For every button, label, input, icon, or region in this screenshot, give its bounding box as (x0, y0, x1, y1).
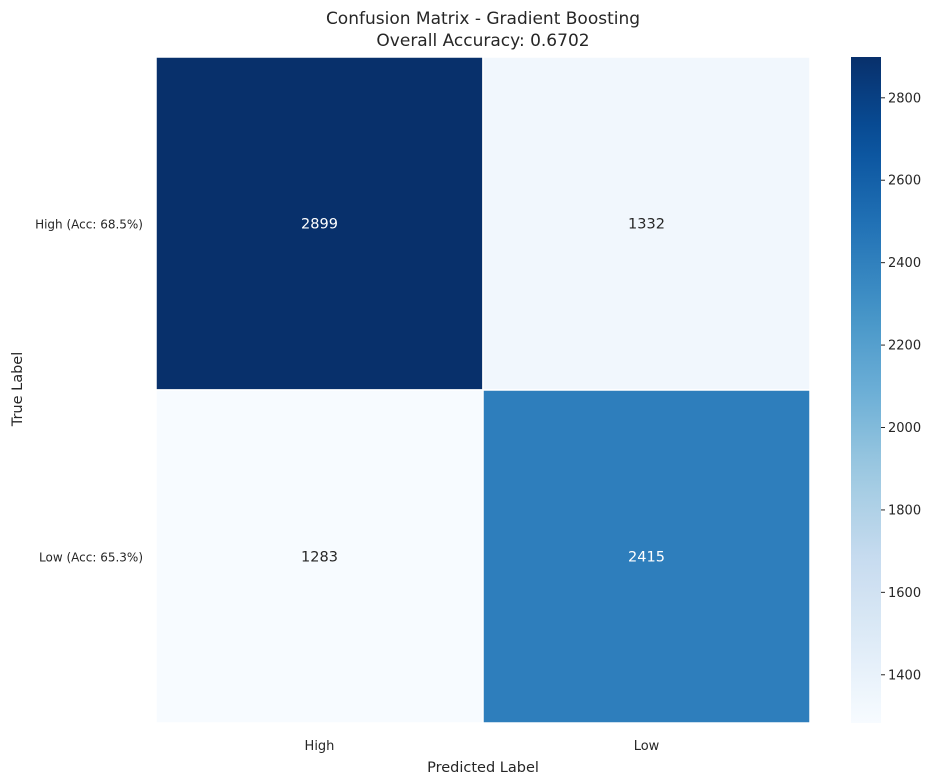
cell-value-r0-c0: 2899 (301, 217, 338, 233)
heatmap-cell-r0-c1 (482, 56, 811, 391)
x-tick-label-1: Low (634, 739, 660, 754)
colorbar-tick-label-5: 2400 (888, 256, 921, 271)
colorbar (851, 57, 881, 723)
cell-value-r1-c0: 1283 (301, 550, 338, 566)
x-tick-labels: High Low (305, 739, 660, 754)
chart-title: Confusion Matrix - Gradient Boosting (326, 9, 640, 29)
y-tick-label-1: Low (Acc: 65.3%) (39, 551, 143, 565)
heatmap-cell-r1-c1 (482, 389, 811, 724)
chart-subtitle: Overall Accuracy: 0.6702 (376, 31, 589, 51)
colorbar-tick-label-2: 1800 (888, 503, 921, 518)
heatmap-cell-r1-c0 (155, 389, 484, 724)
x-axis-label: Predicted Label (427, 760, 539, 776)
colorbar-tick-label-6: 2600 (888, 174, 921, 189)
y-tick-labels: High (Acc: 68.5%) Low (Acc: 65.3%) (35, 218, 143, 565)
colorbar-ticks: 1400 1600 1800 2000 2200 2400 2600 2800 (881, 91, 921, 683)
x-tick-label-0: High (305, 739, 335, 754)
heatmap-cell-r0-c0 (155, 56, 484, 391)
colorbar-tick-label-4: 2200 (888, 339, 921, 354)
cell-value-r0-c1: 1332 (628, 217, 665, 233)
heatmap-cells (155, 56, 811, 724)
cell-value-r1-c1: 2415 (628, 550, 665, 566)
y-axis-label: True Label (10, 352, 26, 428)
colorbar-gradient (851, 57, 881, 723)
y-tick-label-0: High (Acc: 68.5%) (35, 218, 143, 232)
colorbar-tick-label-7: 2800 (888, 91, 921, 106)
colorbar-tick-label-1: 1600 (888, 586, 921, 601)
colorbar-tick-label-0: 1400 (888, 668, 921, 683)
colorbar-tick-label-3: 2000 (888, 421, 921, 436)
heatmap-cell-labels: 2899 1332 1283 2415 (301, 217, 665, 566)
